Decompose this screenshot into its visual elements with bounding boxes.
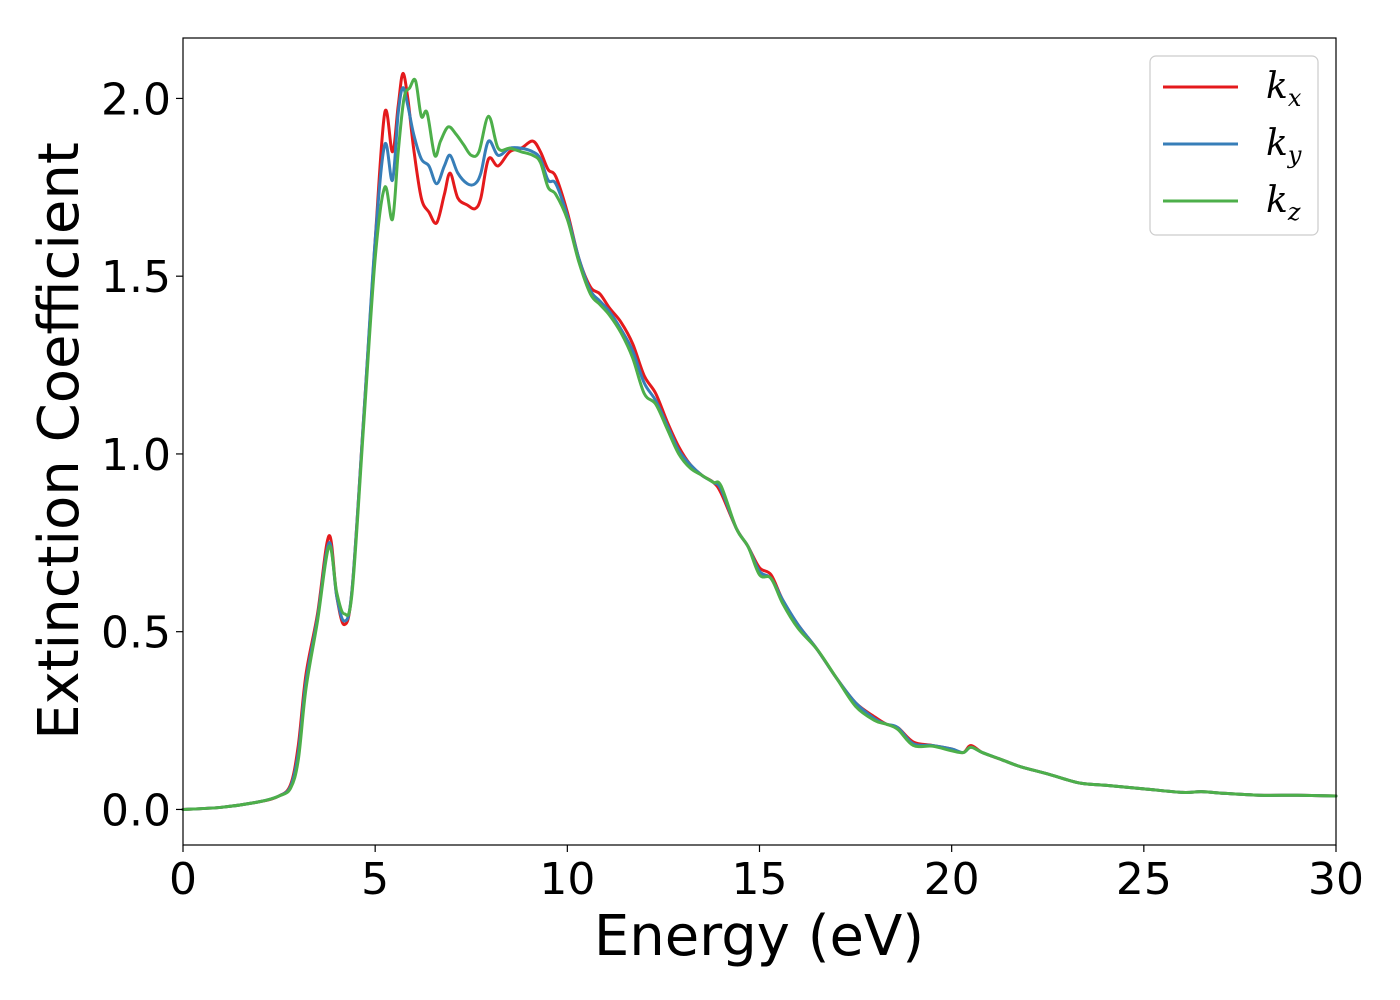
series-layer	[181, 72, 1338, 811]
legend-label-y: ky	[1266, 123, 1302, 169]
legend-label-z: kz	[1266, 180, 1301, 226]
y-tick-label: 1.0	[101, 430, 171, 481]
x-axis-label: Energy (eV)	[594, 904, 924, 969]
y-axis-label: Extinction Coefficient	[27, 142, 92, 740]
y-tick-label: 0.0	[101, 785, 171, 836]
legend-items: kx ky kz	[1163, 66, 1302, 226]
x-tick-label: 25	[1116, 854, 1172, 905]
x-tick-label: 5	[361, 854, 389, 905]
x-tick-label: 0	[169, 854, 197, 905]
x-axis-ticks: 0 5 10 15 20 25 30	[169, 845, 1364, 905]
x-tick-label: 30	[1308, 854, 1364, 905]
y-tick-label: 1.5	[101, 252, 171, 303]
x-tick-label: 20	[924, 854, 980, 905]
legend: kx ky kz	[1149, 55, 1319, 236]
y-tick-label: 0.5	[101, 608, 171, 659]
x-tick-label: 15	[732, 854, 788, 905]
legend-label-x: kx	[1266, 66, 1302, 112]
x-tick-label: 10	[539, 854, 595, 905]
series-line-z	[181, 77, 1338, 811]
y-tick-label: 2.0	[101, 74, 171, 125]
y-axis-ticks: 0.0 0.5 1.0 1.5 2.0	[101, 74, 183, 836]
